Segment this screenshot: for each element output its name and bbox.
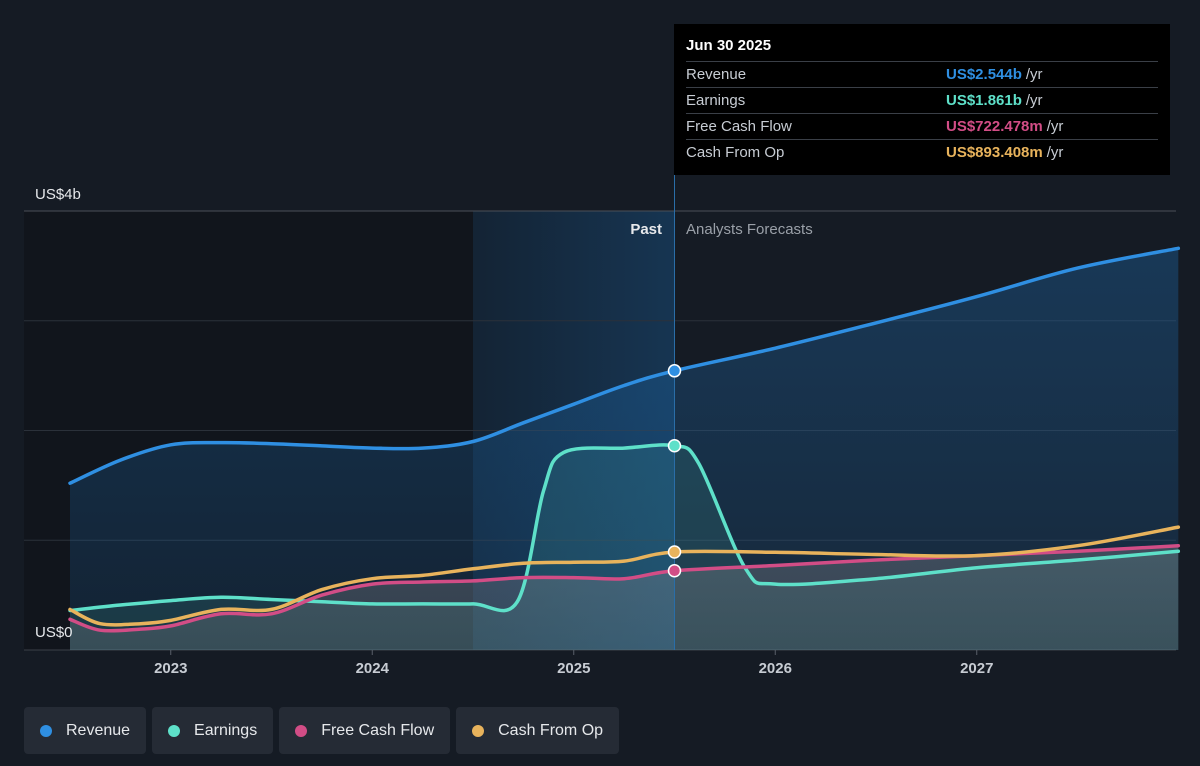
x-tick-label: 2026 [759,660,792,677]
x-tick-label: 2024 [356,660,390,677]
tooltip-row-revenue: Revenue US$2.544b/yr [686,61,1158,87]
tooltip-unit: /yr [1025,66,1043,83]
forecast-label: Analysts Forecasts [686,221,813,238]
free-cash-flow-marker[interactable] [667,564,682,578]
tooltip-row-cash-from-op: Cash From Op US$893.408m/yr [686,139,1158,165]
legend: Revenue Earnings Free Cash Flow Cash From O… [24,707,620,754]
legend-item-cash-from-op[interactable]: Cash From Op [456,707,620,754]
tooltip-value: US$893.408m [946,144,1043,161]
legend-label: Earnings [194,721,258,739]
legend-item-free-cash-flow[interactable]: Free Cash Flow [279,707,451,754]
tooltip-unit: /yr [1046,144,1064,161]
past-label: Past [630,221,662,238]
earnings-marker[interactable] [667,439,682,453]
legend-dot-icon [40,724,52,737]
revenue-line [68,246,1181,485]
tooltip-label: Revenue [686,66,747,83]
revenue-marker[interactable] [667,364,682,378]
legend-dot-icon [295,724,308,737]
tooltip-unit: /yr [1046,118,1064,135]
free-cash-flow-area [70,545,1179,650]
tooltip-date: Jun 30 2025 [686,37,772,54]
legend-item-earnings[interactable]: Earnings [152,707,274,754]
x-axis-ticks: 2023 2024 2025 2026 2027 [154,650,993,677]
cash-from-op-line [68,525,1181,627]
tooltip-row-earnings: Earnings US$1.861b/yr [686,87,1158,113]
cash-from-op-marker[interactable] [667,545,682,559]
x-tick-label: 2023 [154,660,187,677]
legend-label: Free Cash Flow [321,721,435,739]
tooltip-label: Free Cash Flow [686,118,792,135]
legend-label: Revenue [66,721,131,739]
tooltip-label: Earnings [686,92,746,109]
tooltip-value: US$2.544b [946,66,1022,83]
tooltip-row-free-cash-flow: Free Cash Flow US$722.478m/yr [686,113,1158,139]
legend-label: Cash From Op [498,721,604,739]
legend-dot-icon [472,724,485,737]
legend-dot-icon [168,724,181,737]
tooltip-panel: Jun 30 2025 Revenue US$2.544b/yr Earnings U… [674,24,1170,175]
legend-item-revenue[interactable]: Revenue [24,707,147,754]
earnings-line [68,443,1181,613]
current-point-markers [667,364,682,578]
y-axis-top-label: US$4b [35,186,81,203]
series-lines [68,246,1181,633]
free-cash-flow-line [68,543,1181,633]
y-axis-bottom-label: US$0 [35,624,73,641]
tooltip-value: US$722.478m [946,118,1043,135]
tooltip-value: US$1.861b [946,92,1022,109]
x-tick-label: 2027 [960,660,993,677]
tooltip-unit: /yr [1025,92,1043,109]
tooltip-label: Cash From Op [686,144,785,161]
x-tick-label: 2025 [557,660,590,677]
